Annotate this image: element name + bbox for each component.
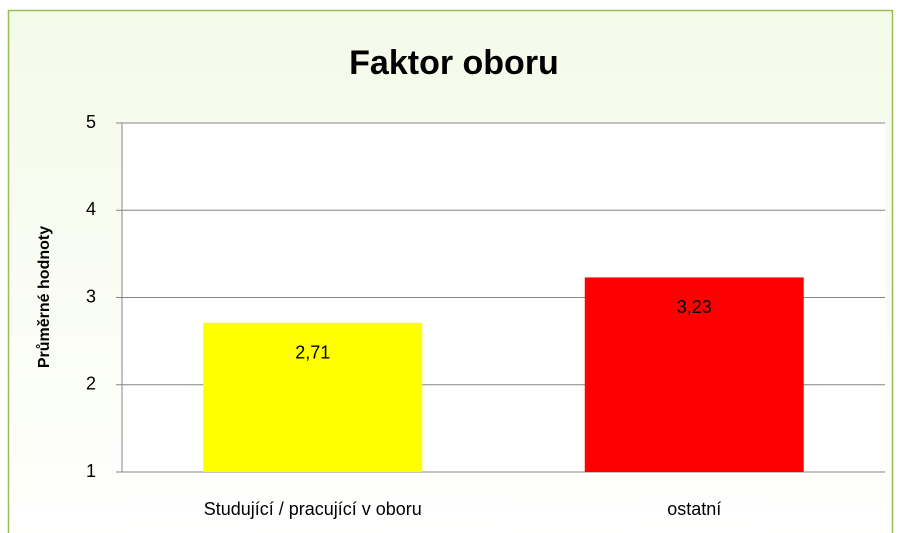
bar: [203, 322, 423, 472]
bar: [584, 277, 804, 472]
y-tick-label: 5: [86, 112, 96, 132]
y-tick-label: 2: [86, 374, 96, 394]
chart-title: Faktor oboru: [349, 44, 559, 82]
y-tick-label: 1: [86, 461, 96, 481]
y-axis-label: Průměrné hodnoty: [36, 226, 53, 368]
x-tick-label: ostatní: [667, 499, 721, 519]
y-tick-label: 3: [86, 286, 96, 306]
x-tick-label: Studující / pracující v oboru: [204, 499, 422, 519]
data-label: 2,71: [295, 343, 330, 363]
data-label: 3,23: [677, 297, 712, 317]
y-tick-label: 4: [86, 199, 96, 219]
